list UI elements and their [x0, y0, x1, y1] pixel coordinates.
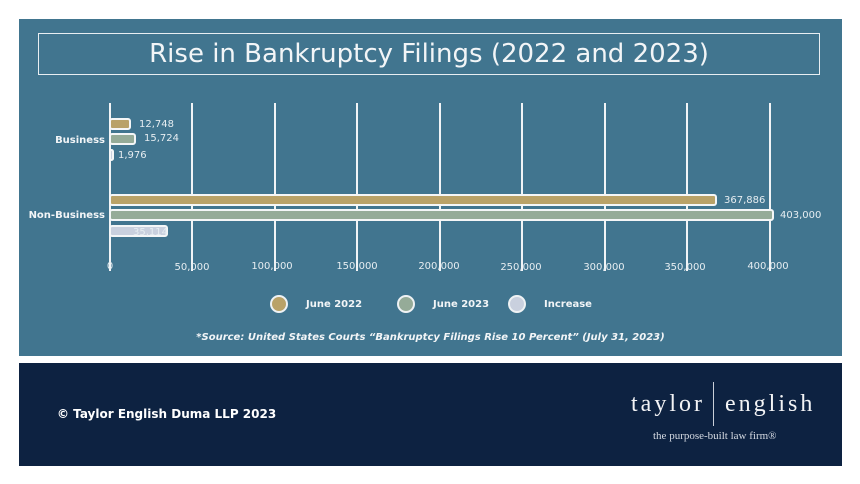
copyright-text: © Taylor English Duma LLP 2023: [57, 407, 277, 421]
legend-label: June 2023: [433, 298, 490, 310]
bar-business-increase: [109, 149, 114, 161]
logo-word-taylor: taylor: [631, 391, 705, 417]
legend-item-june-2023: June 2023: [397, 295, 489, 313]
value-label: 403,000: [780, 210, 822, 221]
footer: © Taylor English Duma LLP 2023 taylor en…: [19, 363, 842, 466]
legend-item-increase: Increase: [508, 295, 592, 313]
value-label: 367,886: [724, 195, 766, 206]
bar-business-june-2023: [109, 133, 136, 145]
legend-dot-icon: [270, 295, 288, 313]
gridline-300000: [604, 103, 606, 271]
category-label-business: Business: [55, 135, 105, 146]
logo-tagline: the purpose-built law firm®: [653, 430, 777, 442]
gridline-400000: [769, 103, 771, 271]
bar-non-business-increase: [109, 225, 168, 237]
gridline-50000: [191, 103, 193, 271]
gridline-150000: [356, 103, 358, 271]
x-tick: 0: [106, 261, 114, 272]
legend-label: Increase: [544, 298, 592, 310]
source-note: *Source: United States Courts “Bankruptc…: [196, 332, 665, 343]
x-tick: 100,000: [251, 261, 293, 272]
value-label: 35,114: [133, 227, 168, 238]
x-tick: 300,000: [583, 262, 625, 273]
bar-non-business-june-2023: [109, 209, 774, 221]
legend-item-june-2022: June 2022: [270, 295, 362, 313]
x-tick: 400,000: [747, 261, 789, 272]
bar-non-business-june-2022: [109, 194, 717, 206]
gridline-100000: [274, 103, 276, 271]
chart-panel: Rise in Bankruptcy Filings (2022 and 202…: [19, 19, 842, 356]
legend-dot-icon: [397, 295, 415, 313]
x-tick: 350,000: [664, 262, 706, 273]
x-tick: 200,000: [418, 261, 460, 272]
legend-label: June 2022: [306, 298, 363, 310]
gridline-250000: [521, 103, 523, 271]
gridline-0: [109, 103, 111, 271]
x-tick: 250,000: [500, 262, 542, 273]
x-tick: 50,000: [174, 262, 210, 273]
value-label: 12,748: [139, 119, 174, 130]
x-tick: 150,000: [336, 261, 378, 272]
bar-business-june-2022: [109, 118, 131, 130]
logo-divider: [713, 382, 714, 426]
category-label-non-business: Non-Business: [28, 210, 105, 221]
legend-dot-icon: [508, 295, 526, 313]
gridline-200000: [439, 103, 441, 271]
taylor-english-logo: taylor english the purpose-built law fir…: [623, 378, 823, 448]
chart-title: Rise in Bankruptcy Filings (2022 and 202…: [149, 39, 709, 69]
logo-word-english: english: [725, 391, 816, 417]
value-label: 15,724: [144, 133, 179, 144]
gridline-350000: [686, 103, 688, 271]
value-label: 1,976: [118, 150, 147, 161]
chart-title-box: Rise in Bankruptcy Filings (2022 and 202…: [38, 33, 820, 75]
